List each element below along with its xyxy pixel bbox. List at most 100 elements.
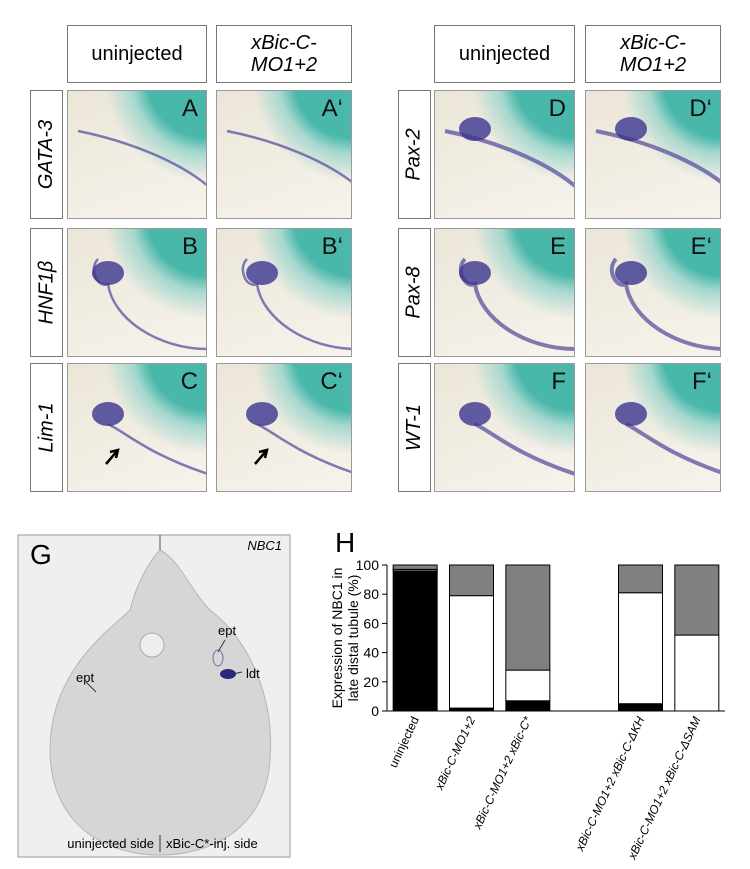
stain-line	[256, 422, 351, 474]
row-label: WT-1	[398, 363, 431, 492]
bar-segment	[392, 570, 438, 712]
panel-letter: G	[30, 539, 52, 570]
gene-name: Pax-2	[403, 128, 425, 181]
bar-segment	[674, 564, 720, 636]
stain-blob	[246, 261, 278, 285]
y-axis-label: late distal tubule (%)	[345, 575, 361, 702]
y-tick-label: 20	[363, 674, 379, 690]
header-text: xBic-C-MO1+2	[250, 32, 318, 76]
embryo-image: D	[434, 90, 575, 219]
panel-letter: C	[180, 368, 198, 395]
bar-segment	[674, 634, 720, 712]
chart-title: H	[335, 530, 355, 558]
stain-blob	[246, 402, 278, 426]
embryo-image: B	[67, 228, 207, 357]
gene-name: Pax-8	[403, 266, 425, 319]
bar-segment	[449, 595, 494, 709]
panel-letter: F‘	[692, 368, 712, 395]
ldt-stain	[220, 669, 236, 679]
panel-letter: D‘	[689, 95, 712, 122]
stain	[444, 117, 574, 188]
structure-label: ldt	[246, 666, 260, 681]
panel-letter: F	[551, 368, 566, 395]
stain-line	[474, 422, 574, 476]
stain-line	[595, 129, 720, 184]
stain-blob	[615, 117, 647, 141]
stain-blob	[615, 261, 647, 285]
gene-name: WT-1	[403, 403, 426, 452]
panel-letter: A	[181, 95, 198, 122]
ept-stain	[212, 649, 224, 667]
stain-line	[107, 422, 206, 475]
row-label: Pax-2	[398, 90, 431, 219]
gene-name: Lim-1	[35, 402, 58, 453]
panel-letter: B	[181, 233, 198, 260]
pointer	[232, 671, 243, 675]
column-header: xBic-C-MO1+2	[585, 25, 721, 83]
stain	[246, 402, 351, 474]
stain	[615, 402, 720, 475]
panel-letter: D	[548, 95, 566, 122]
stain-line	[226, 129, 351, 183]
embryo-image: C	[67, 363, 207, 492]
header-text: xBic-C-MO1+2	[619, 32, 687, 76]
stain	[77, 129, 206, 187]
header-text: uninjected	[458, 43, 551, 65]
stain-line	[241, 258, 351, 350]
embryo-image: C‘	[216, 363, 352, 492]
embryo-image: D‘	[585, 90, 721, 219]
embryo-image: A‘	[216, 90, 352, 219]
arrow	[254, 448, 269, 465]
stain-blob	[459, 261, 491, 285]
column-header: uninjected	[67, 25, 207, 83]
panel-letter: E‘	[690, 233, 712, 260]
stain-blob	[92, 402, 124, 426]
stain	[595, 117, 720, 184]
bar-segment	[618, 703, 663, 712]
y-tick-label: 0	[371, 703, 379, 719]
arrow	[105, 448, 120, 465]
bar-segment	[618, 592, 663, 705]
embryo-image: E‘	[585, 228, 721, 357]
stain	[226, 129, 351, 183]
bar-segment	[505, 564, 551, 671]
bar-segment	[618, 564, 663, 594]
structure-label: ept	[218, 623, 236, 638]
notochord	[139, 632, 165, 658]
row-label: GATA-3	[30, 90, 63, 219]
stain-line	[444, 129, 574, 188]
stain-line	[77, 129, 206, 187]
y-tick-label: 60	[363, 615, 379, 631]
y-tick-label: 100	[356, 557, 380, 573]
panel-letter: B‘	[321, 233, 343, 260]
stain-blob	[459, 117, 491, 141]
x-tick-label: uninjected	[386, 714, 422, 770]
header-text: uninjected	[91, 43, 183, 65]
embryo-image: E	[434, 228, 575, 357]
bar-segment	[392, 564, 438, 570]
stain-line	[625, 422, 720, 475]
row-label: Lim-1	[30, 363, 63, 492]
gene-name: GATA-3	[35, 119, 57, 190]
pointer	[85, 681, 97, 693]
column-header: uninjected	[434, 25, 575, 83]
panel-g: G NBC1 ept ept ldt uninjected side xBic-…	[17, 534, 291, 858]
panel-h-chart: H Expression of NBC1 in late distal tubu…	[329, 530, 725, 862]
stain-blob	[615, 402, 647, 426]
embryo-image: B‘	[216, 228, 352, 357]
structure-label: ept	[76, 670, 94, 685]
y-tick-label: 80	[363, 586, 379, 602]
embryo-image: A	[67, 90, 207, 219]
stain-blob	[459, 402, 491, 426]
section-shape	[49, 549, 272, 856]
y-axis-label: Expression of NBC1 in	[329, 568, 345, 709]
stain	[609, 257, 720, 351]
bar-segment	[449, 564, 494, 597]
gene-name: HNF1β	[35, 260, 57, 325]
panel-letter: E	[549, 233, 566, 260]
bar-segment	[505, 700, 551, 712]
stain-blob	[92, 261, 124, 285]
x-tick-label: xBic-C-MO1+2 xBic-C*	[470, 714, 535, 832]
embryo-image: F	[434, 363, 575, 492]
